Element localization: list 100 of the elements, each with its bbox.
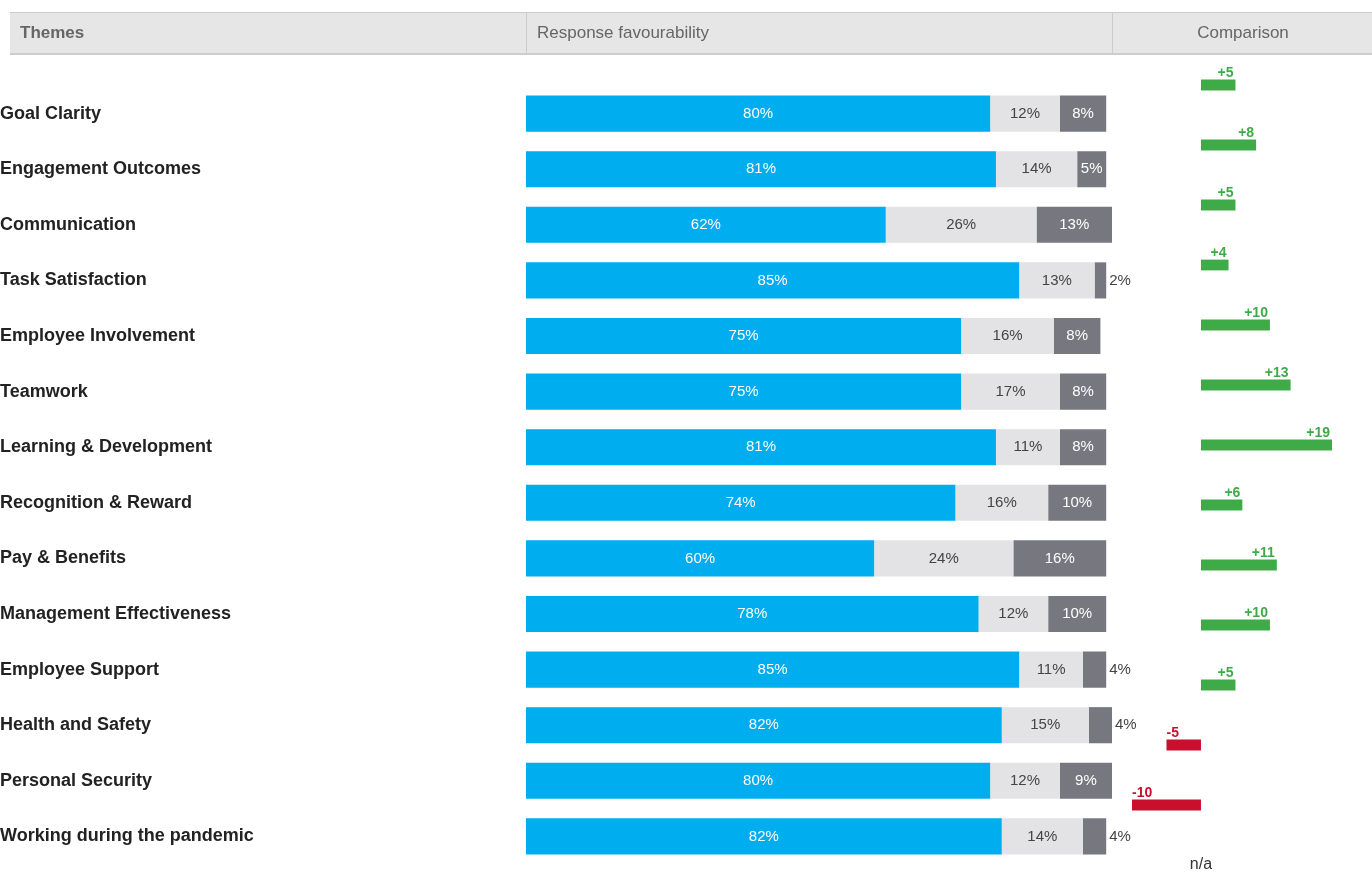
data-label: 4%: [1115, 715, 1137, 733]
data-label: 26%: [946, 214, 977, 232]
data-label: +10: [1244, 603, 1269, 620]
bar: [1048, 484, 1107, 521]
bar: [1059, 373, 1107, 410]
bar: [1082, 818, 1107, 855]
data-label: 4%: [1109, 659, 1131, 677]
bar: [526, 484, 956, 521]
bar: [1200, 679, 1236, 691]
bar: [1088, 707, 1112, 744]
bar: [1059, 429, 1107, 466]
bar: [526, 206, 886, 243]
bar: [874, 540, 1014, 577]
y-tick-label: Employee Support: [0, 658, 160, 679]
bar: [1059, 762, 1112, 799]
bar: [1200, 319, 1270, 331]
data-label: 74%: [725, 492, 756, 510]
y-tick-label: Pay & Benefits: [0, 547, 127, 568]
data-label: 2%: [1109, 270, 1131, 288]
bar: [526, 595, 979, 633]
bar: [1048, 595, 1107, 633]
data-label: 10%: [1062, 604, 1093, 622]
y-tick-label: Management Effectiveness: [0, 602, 232, 623]
bar: [526, 95, 991, 132]
bar: [526, 262, 1020, 299]
data-label: 5%: [1080, 159, 1103, 177]
data-label: +6: [1224, 483, 1241, 500]
data-label: 85%: [757, 270, 788, 288]
data-label: +13: [1264, 363, 1289, 380]
y-tick-label: Communication: [0, 213, 137, 234]
bar: [1001, 707, 1089, 744]
y-tick-label: Personal Security: [0, 769, 153, 790]
data-label: 81%: [745, 159, 776, 177]
data-label: +8: [1238, 123, 1255, 140]
data-label: -10: [1132, 783, 1153, 800]
bar: [526, 429, 996, 466]
chart-title: Response favourability: [526, 13, 1123, 53]
data-label: 12%: [998, 604, 1029, 622]
bar: [526, 651, 1020, 688]
data-label: 10%: [1062, 492, 1093, 510]
data-label: 17%: [995, 381, 1026, 399]
bar: [1132, 799, 1201, 811]
bar: [526, 373, 962, 410]
chart-title: Comparison: [1112, 13, 1372, 53]
data-label: 13%: [1059, 214, 1090, 232]
data-label: +10: [1244, 303, 1269, 320]
bar: [1200, 199, 1236, 211]
data-label: 11%: [1036, 659, 1066, 677]
bar: [526, 540, 875, 577]
data-label: 9%: [1075, 770, 1097, 788]
y-tick-label: Engagement Outcomes: [0, 158, 202, 179]
data-label: 85%: [757, 659, 788, 677]
data-label: 75%: [728, 381, 759, 399]
data-label: 75%: [728, 326, 759, 344]
data-label: 82%: [748, 826, 779, 844]
data-label: 8%: [1072, 103, 1094, 121]
data-label: 12%: [1009, 770, 1040, 788]
bar: [1036, 206, 1112, 243]
bar: [1082, 651, 1107, 688]
bar: [526, 762, 991, 799]
bar: [1001, 818, 1083, 855]
data-label: 60%: [685, 548, 716, 566]
data-label: 4%: [1109, 826, 1131, 844]
data-label: +5: [1217, 183, 1234, 200]
text: n/a: [1189, 855, 1213, 873]
bar: [526, 151, 996, 188]
bar: [1200, 379, 1291, 391]
bar: [1094, 262, 1107, 299]
bar: [526, 317, 962, 355]
data-label: 82%: [748, 715, 779, 733]
data-label: 80%: [743, 770, 774, 788]
data-label: 12%: [1009, 103, 1040, 121]
bar: [1013, 540, 1107, 577]
y-tick-label: Task Satisfaction: [0, 269, 147, 290]
data-label: 78%: [737, 604, 768, 622]
data-label: 81%: [745, 437, 776, 455]
data-label: +5: [1217, 663, 1234, 680]
data-label: 80%: [743, 103, 774, 121]
data-label: 14%: [1027, 826, 1058, 844]
bar: [885, 206, 1037, 243]
y-tick-label: Goal Clarity: [0, 102, 102, 123]
bar: [526, 707, 1002, 744]
data-label: 24%: [928, 548, 959, 566]
data-label: 13%: [1041, 270, 1072, 288]
data-label: 8%: [1072, 437, 1094, 455]
bar: [990, 95, 1060, 132]
bar: [1166, 739, 1201, 751]
data-label: +5: [1217, 63, 1234, 80]
bar: [961, 373, 1060, 410]
bar: [1200, 619, 1270, 631]
y-tick-label: Recognition & Reward: [0, 491, 193, 512]
bar: [1200, 499, 1243, 511]
bar: [1200, 139, 1257, 151]
bar: [1200, 559, 1277, 571]
bar: [1200, 439, 1332, 451]
bar: [1059, 95, 1107, 132]
y-tick-label: Teamwork: [0, 380, 89, 401]
bar: [978, 595, 1049, 633]
data-label: 8%: [1072, 381, 1094, 399]
bar: [526, 818, 1002, 855]
